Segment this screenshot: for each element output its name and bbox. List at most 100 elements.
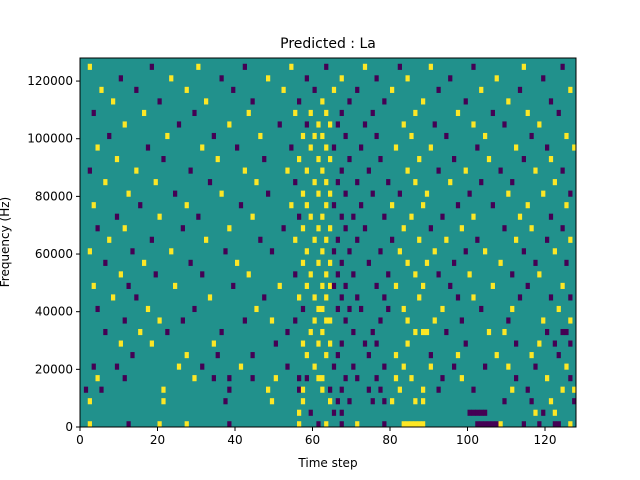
y-axis-label: Frequency (Hz) bbox=[0, 197, 12, 288]
heatmap-cell bbox=[483, 409, 488, 416]
heatmap-cell bbox=[440, 305, 445, 313]
heatmap-cell bbox=[467, 190, 472, 197]
heatmap-cell bbox=[424, 190, 430, 197]
heatmap-cell bbox=[548, 98, 554, 105]
heatmap-cell bbox=[382, 294, 387, 301]
heatmap-cell bbox=[370, 190, 375, 197]
heatmap-cell bbox=[277, 282, 282, 289]
heatmap-cell bbox=[304, 75, 309, 82]
heatmap-cell bbox=[393, 375, 399, 382]
heatmap-cell bbox=[401, 363, 406, 370]
heatmap-cell bbox=[304, 121, 309, 128]
heatmap-cell bbox=[560, 167, 565, 174]
heatmap-cell bbox=[324, 179, 329, 186]
heatmap-cell bbox=[374, 132, 379, 140]
heatmap-cell bbox=[378, 317, 383, 324]
heatmap-cell bbox=[320, 132, 325, 140]
heatmap-cell bbox=[188, 259, 193, 266]
heatmap-cell bbox=[397, 386, 402, 393]
heatmap-cell bbox=[351, 363, 356, 370]
heatmap-cell bbox=[223, 398, 228, 405]
heatmap-cell bbox=[304, 352, 309, 359]
heatmap-cell bbox=[176, 121, 182, 128]
heatmap-cell bbox=[483, 363, 488, 370]
heatmap-cell bbox=[417, 421, 422, 428]
heatmap-cell bbox=[246, 271, 251, 278]
heatmap-cell bbox=[328, 386, 333, 393]
heatmap-cell bbox=[506, 317, 511, 324]
heatmap-cell bbox=[107, 236, 112, 243]
heatmap-cell bbox=[463, 248, 468, 255]
heatmap-cell bbox=[297, 409, 302, 416]
heatmap-cell bbox=[514, 144, 519, 151]
heatmap-cell bbox=[262, 156, 267, 163]
heatmap-cell bbox=[359, 305, 364, 313]
heatmap-cell bbox=[428, 352, 433, 359]
heatmap-cell bbox=[169, 248, 174, 255]
heatmap-cell bbox=[525, 109, 530, 117]
heatmap-cell bbox=[424, 328, 430, 336]
heatmap-cell bbox=[95, 305, 100, 313]
heatmap-cell bbox=[231, 86, 236, 93]
heatmap-cell bbox=[529, 132, 534, 140]
heatmap-cell bbox=[417, 236, 422, 243]
heatmap-cell bbox=[114, 156, 120, 163]
heatmap-cell bbox=[537, 121, 542, 128]
heatmap-cell bbox=[409, 375, 414, 382]
heatmap-cell bbox=[568, 190, 573, 197]
heatmap-cell bbox=[405, 421, 410, 428]
heatmap-cell bbox=[343, 317, 348, 324]
heatmap-cell bbox=[568, 340, 573, 347]
heatmap-cell bbox=[316, 225, 321, 232]
heatmap-cell bbox=[471, 386, 476, 393]
heatmap-cell bbox=[436, 86, 441, 93]
heatmap-cell bbox=[548, 398, 554, 405]
heatmap-cell bbox=[529, 352, 534, 359]
heatmap-cell bbox=[517, 213, 523, 220]
chart-title: Predicted : La bbox=[280, 36, 376, 52]
heatmap-cell bbox=[397, 63, 402, 70]
heatmap-cell bbox=[300, 305, 306, 313]
heatmap-cell bbox=[401, 305, 406, 313]
heatmap-cell bbox=[269, 248, 275, 255]
heatmap-cell bbox=[250, 352, 255, 359]
heatmap-cell bbox=[250, 98, 255, 105]
heatmap-cell bbox=[343, 375, 348, 382]
heatmap-cell bbox=[324, 63, 329, 70]
heatmap-cell bbox=[556, 109, 561, 117]
heatmap-cell bbox=[192, 375, 197, 382]
heatmap-cell bbox=[533, 363, 538, 370]
plot-area bbox=[79, 57, 577, 428]
heatmap-cell bbox=[297, 294, 302, 301]
heatmap-cell bbox=[219, 75, 224, 82]
heatmap-cell bbox=[366, 259, 371, 266]
x-tick-label: 60 bbox=[305, 433, 320, 447]
heatmap-cell bbox=[87, 167, 92, 174]
heatmap-cell bbox=[413, 271, 418, 278]
heatmap-cell bbox=[324, 421, 329, 428]
heatmap-cell bbox=[362, 225, 368, 232]
heatmap-cell bbox=[413, 109, 418, 117]
heatmap-cell bbox=[91, 109, 96, 117]
heatmap-cell bbox=[293, 109, 298, 117]
heatmap-cell bbox=[359, 144, 364, 151]
heatmap-cell bbox=[494, 352, 499, 359]
heatmap-cell bbox=[568, 375, 573, 382]
heatmap-cell bbox=[479, 179, 484, 186]
heatmap-cell bbox=[521, 63, 526, 70]
heatmap-cell bbox=[165, 328, 170, 336]
heatmap-cell bbox=[401, 225, 406, 232]
heatmap-cell bbox=[568, 294, 573, 301]
heatmap-cell bbox=[490, 109, 495, 117]
heatmap-cell bbox=[335, 236, 340, 243]
heatmap-cell bbox=[153, 271, 158, 278]
heatmap-cell bbox=[448, 75, 453, 82]
heatmap-cell bbox=[219, 328, 224, 336]
heatmap-cell bbox=[227, 421, 232, 428]
heatmap-cells bbox=[83, 63, 577, 428]
heatmap-cell bbox=[533, 259, 538, 266]
heatmap-cell bbox=[459, 317, 464, 324]
heatmap-cell bbox=[424, 259, 430, 266]
heatmap-cell bbox=[184, 86, 189, 93]
heatmap-cell bbox=[366, 386, 371, 393]
